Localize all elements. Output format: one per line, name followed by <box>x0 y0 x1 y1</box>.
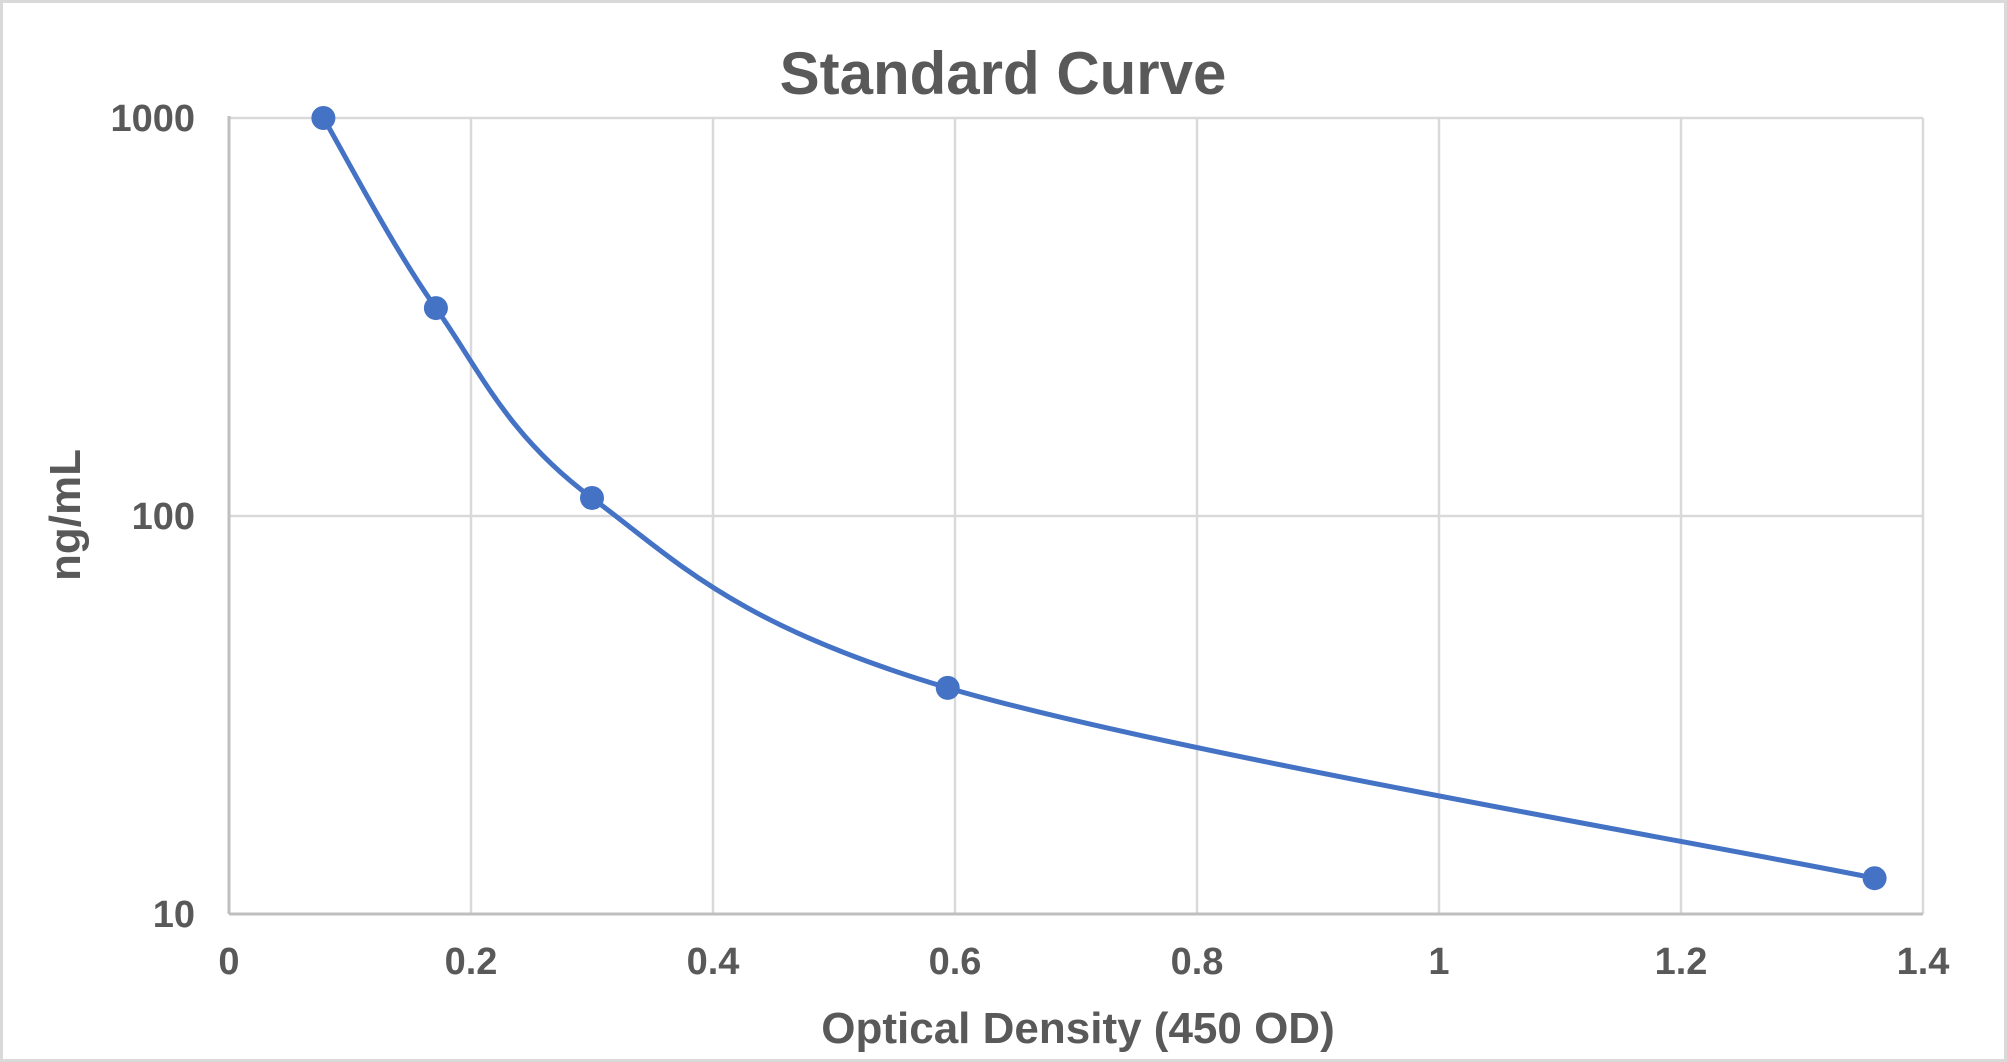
data-point <box>311 106 336 130</box>
data-point <box>423 296 448 321</box>
tick-labels: 0 0.2 0.4 0.6 0.8 1 1.2 1.4 10 100 1000 <box>110 98 1949 983</box>
grid-lines <box>229 116 1925 914</box>
x-tick-label: 0.2 <box>445 941 498 983</box>
y-tick-label: 1000 <box>110 98 195 140</box>
x-axis-title: Optical Density (450 OD) <box>821 1004 1334 1053</box>
chart-title: Standard Curve <box>780 40 1227 107</box>
x-tick-label: 0.4 <box>687 941 740 983</box>
data-point <box>1862 866 1887 891</box>
data-point <box>580 485 604 510</box>
series-line <box>321 116 1876 881</box>
axes <box>227 116 1923 916</box>
x-tick-label: 0.8 <box>1171 941 1224 983</box>
x-tick-label: 0 <box>218 941 239 983</box>
x-tick-label: 1.2 <box>1655 941 1708 983</box>
x-tick-label: 1 <box>1428 941 1449 983</box>
y-tick-label: 10 <box>153 894 195 936</box>
x-tick-label: 0.6 <box>929 941 982 983</box>
x-tick-label: 1.4 <box>1897 941 1950 983</box>
y-axis-title: ng/mL <box>41 449 90 581</box>
y-tick-label: 100 <box>132 496 195 538</box>
data-point <box>935 675 960 700</box>
series-layer <box>311 106 1887 891</box>
